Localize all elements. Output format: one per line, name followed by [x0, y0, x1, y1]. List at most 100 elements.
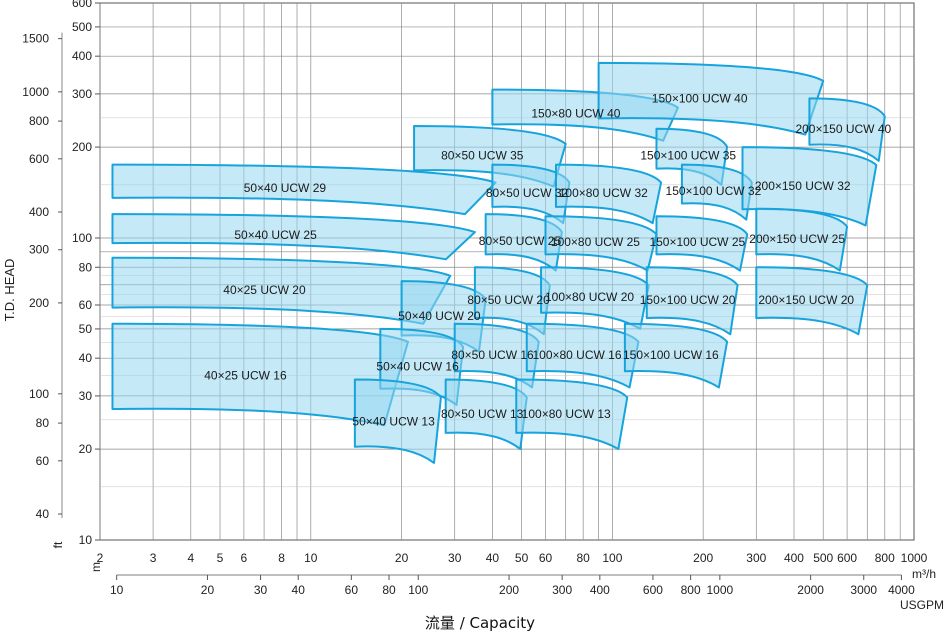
pump-zone-label: 150×80 UCW 40 — [531, 107, 620, 121]
y-ticks-feet: 40 60 80 100 200 300 400 600 800 1000 1500 — [22, 32, 63, 521]
x-unit-usgpm: USGPM — [900, 598, 944, 612]
x-tick-label-m3h: 80 — [576, 551, 590, 565]
pump-zone-label: 150×100 UCW 20 — [640, 293, 736, 307]
x-tick-label-m3h: 300 — [746, 551, 766, 565]
x-ticks-m3h: 2 3 4 5 6 8 10 20 30 40 50 60 80 100 200 300 400 500 600 80… — [97, 551, 928, 565]
pump-zone-label: 40×25 UCW 16 — [204, 369, 287, 383]
x-tick-label-usgpm: 3000 — [850, 583, 877, 597]
pump-zone — [111, 163, 497, 216]
x-tick-label-m3h: 10 — [304, 551, 318, 565]
pump-zone — [525, 322, 640, 389]
pump-zone-label: 80×50 UCW 35 — [441, 148, 524, 162]
x-tick-label-usgpm: 30 — [254, 583, 268, 597]
pump-zone-label: 150×100 UCW 35 — [640, 149, 736, 163]
x-tick-label-usgpm: 4000 — [888, 583, 915, 597]
pump-zone — [623, 322, 729, 389]
x-tick-label-m3h: 30 — [448, 551, 462, 565]
pump-zone-label: 100×80 UCW 32 — [559, 186, 648, 200]
pump-zone-label: 150×100 UCW 25 — [649, 235, 745, 249]
pump-zone-label: 100×80 UCW 20 — [545, 290, 634, 304]
y-tick-label-m: 100 — [72, 231, 92, 245]
x-tick-label-usgpm: 20 — [201, 583, 215, 597]
pump-zone-label: 100×80 UCW 25 — [551, 235, 640, 249]
y-tick-label-ft: 1000 — [22, 85, 49, 99]
x-tick-label-m3h: 600 — [837, 551, 857, 565]
y-tick-label-m: 20 — [79, 442, 93, 456]
y-tick-label-ft: 40 — [36, 507, 50, 521]
x-tick-label-usgpm: 800 — [681, 583, 701, 597]
y-tick-label-m: 10 — [79, 533, 93, 547]
pump-zone-labels: 50×40 UCW 29 50×40 UCW 25 40×25 UCW 20 40×2… — [204, 91, 891, 428]
y-tick-label-ft: 800 — [29, 114, 49, 128]
y-tick-label-ft: 300 — [29, 243, 49, 257]
pump-zone-label: 80×50 UCW 16 — [451, 348, 534, 362]
x-tick-label-usgpm: 100 — [408, 583, 428, 597]
pump-zone-label: 100×80 UCW 16 — [532, 348, 621, 362]
x-tick-label-m3h: 60 — [539, 551, 553, 565]
x-tick-label-m3h: 50 — [515, 551, 529, 565]
y-tick-label-m: 600 — [72, 0, 92, 10]
x-tick-label-usgpm: 1000 — [706, 583, 733, 597]
x-tick-label-usgpm: 400 — [590, 583, 610, 597]
pump-zone-label: 80×50 UCW 13 — [441, 407, 524, 421]
x-tick-label-usgpm: 10 — [110, 583, 124, 597]
pump-zones — [111, 61, 886, 464]
y-axis-title: T.D. HEAD — [2, 259, 17, 322]
x-tick-label-usgpm: 200 — [499, 583, 519, 597]
x-tick-label-m3h: 400 — [784, 551, 804, 565]
y-ticks-meters: 10 20 30 40 50 60 80 100 200 300 400 500 600 — [72, 0, 100, 547]
pump-zone — [353, 378, 442, 464]
x-tick-label-m3h: 5 — [217, 551, 224, 565]
pump-zone-label: 50×40 UCW 29 — [244, 181, 327, 195]
y-tick-label-ft: 80 — [36, 416, 50, 430]
x-tick-label-m3h: 800 — [875, 551, 895, 565]
x-tick-label-usgpm: 300 — [552, 583, 572, 597]
pump-zone-label: 50×40 UCW 25 — [234, 228, 317, 242]
pump-zone — [655, 215, 749, 272]
y-tick-label-ft: 60 — [36, 454, 50, 468]
x-ticks-usgpm: 10 20 30 40 60 80 100 200 300 400 600 800 1000 2000 30… — [110, 574, 915, 597]
y-tick-label-m: 50 — [79, 322, 93, 336]
x-tick-label-m3h: 100 — [602, 551, 622, 565]
y-tick-label-ft: 600 — [29, 152, 49, 166]
pump-zone-label: 150×100 UCW 32 — [666, 184, 762, 198]
y-tick-label-ft: 100 — [29, 387, 49, 401]
pump-zone-label: 50×40 UCW 20 — [398, 309, 481, 323]
y-tick-label-m: 200 — [72, 140, 92, 154]
pump-zone-label: 200×150 UCW 20 — [758, 293, 854, 307]
x-tick-label-m3h: 8 — [278, 551, 285, 565]
x-tick-label-m3h: 2 — [97, 551, 104, 565]
pump-zone-label: 80×50 UCW 32 — [486, 186, 569, 200]
x-tick-label-usgpm: 40 — [292, 583, 306, 597]
pump-zone — [680, 163, 753, 221]
x-tick-label-m3h: 6 — [241, 551, 248, 565]
pump-zone — [515, 378, 629, 451]
pump-zone-label: 200×150 UCW 25 — [749, 232, 845, 246]
pump-zone-label: 80×50 UCW 20 — [467, 293, 550, 307]
y-unit-ft: ft — [51, 541, 65, 548]
x-unit-m3h: m³/h — [912, 567, 936, 581]
pump-zone — [808, 97, 886, 162]
pump-zone-label: 40×25 UCW 20 — [223, 283, 306, 297]
x-tick-label-m3h: 1000 — [901, 551, 928, 565]
pump-zone-label: 80×50 UCW 25 — [479, 234, 562, 248]
x-tick-label-m3h: 3 — [150, 551, 157, 565]
y-tick-label-m: 80 — [79, 260, 93, 274]
x-tick-label-usgpm: 2000 — [797, 583, 824, 597]
y-tick-label-m: 30 — [79, 389, 93, 403]
pump-zone-label: 200×150 UCW 40 — [795, 122, 891, 136]
y-tick-label-m: 40 — [79, 351, 93, 365]
x-tick-label-usgpm: 60 — [345, 583, 359, 597]
pump-zone-label: 150×100 UCW 16 — [623, 348, 719, 362]
y-tick-label-ft: 1500 — [22, 32, 49, 46]
y-unit-m: m — [89, 562, 103, 572]
x-tick-label-m3h: 200 — [693, 551, 713, 565]
y-tick-label-ft: 200 — [29, 296, 49, 310]
y-tick-label-m: 60 — [79, 298, 93, 312]
x-tick-label-m3h: 4 — [187, 551, 194, 565]
x-tick-label-usgpm: 80 — [382, 583, 396, 597]
y-tick-label-m: 400 — [72, 49, 92, 63]
pump-zone-label: 200×150 UCW 32 — [755, 179, 851, 193]
y-tick-label-ft: 400 — [29, 205, 49, 219]
